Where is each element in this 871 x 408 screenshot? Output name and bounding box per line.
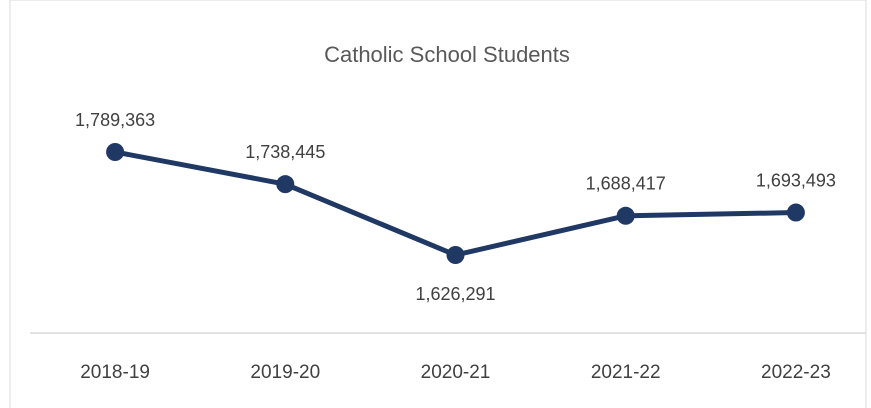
x-tick-label: 2021-22 (591, 362, 661, 383)
marker (446, 246, 465, 264)
data-label: 1,688,417 (586, 174, 666, 194)
data-label: 1,789,363 (75, 110, 155, 130)
marker (616, 206, 635, 225)
x-tick-label: 2020-21 (421, 362, 491, 383)
data-label: 1,626,291 (415, 284, 495, 304)
data-label: 1,693,493 (756, 170, 836, 190)
chart-title: Catholic School Students (324, 42, 570, 67)
marker (786, 203, 805, 222)
x-tick-label: 2022-23 (761, 362, 831, 383)
chart-frame (9, 0, 867, 408)
x-tick-label: 2019-20 (250, 362, 320, 383)
x-tick-label: 2018-19 (80, 362, 150, 383)
marker (106, 143, 125, 161)
marker (276, 175, 295, 194)
data-label: 1,738,445 (245, 142, 325, 162)
